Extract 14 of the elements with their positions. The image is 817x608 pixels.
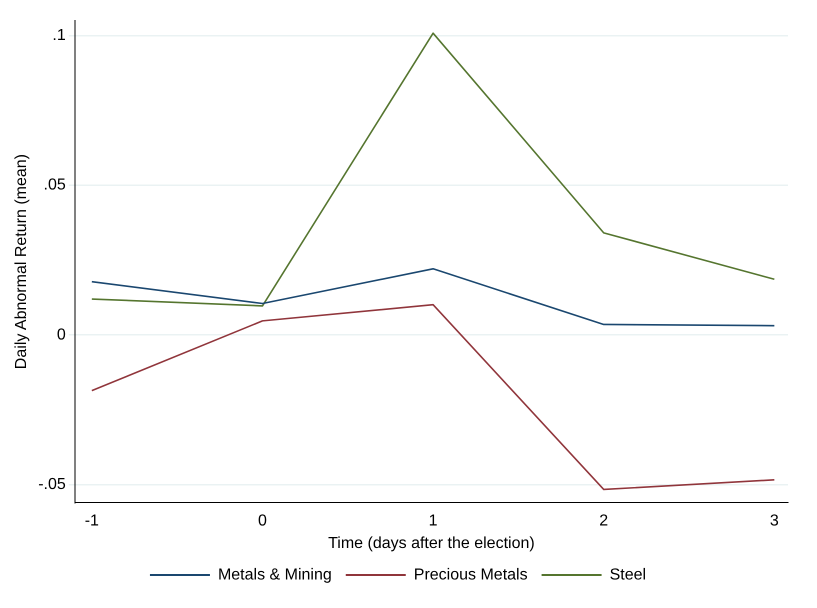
- y-tick-label: -.05: [38, 476, 66, 494]
- legend-label: Metals & Mining: [218, 566, 332, 584]
- x-tick-label: 1: [428, 512, 438, 530]
- y-tick-label: .1: [52, 26, 66, 44]
- x-axis-title: Time (days after the election): [328, 534, 535, 552]
- x-tick-label: -1: [84, 512, 100, 530]
- x-tick-label: 0: [258, 512, 268, 530]
- y-tick-label: 0: [56, 326, 66, 344]
- legend-label: Precious Metals: [414, 566, 528, 584]
- x-tick-label: 2: [599, 512, 608, 530]
- x-tick-label: 3: [770, 512, 779, 530]
- legend-label: Steel: [610, 566, 646, 584]
- y-axis-title: Daily Abnormal Return (mean): [13, 154, 30, 370]
- y-tick-label: .05: [44, 176, 66, 194]
